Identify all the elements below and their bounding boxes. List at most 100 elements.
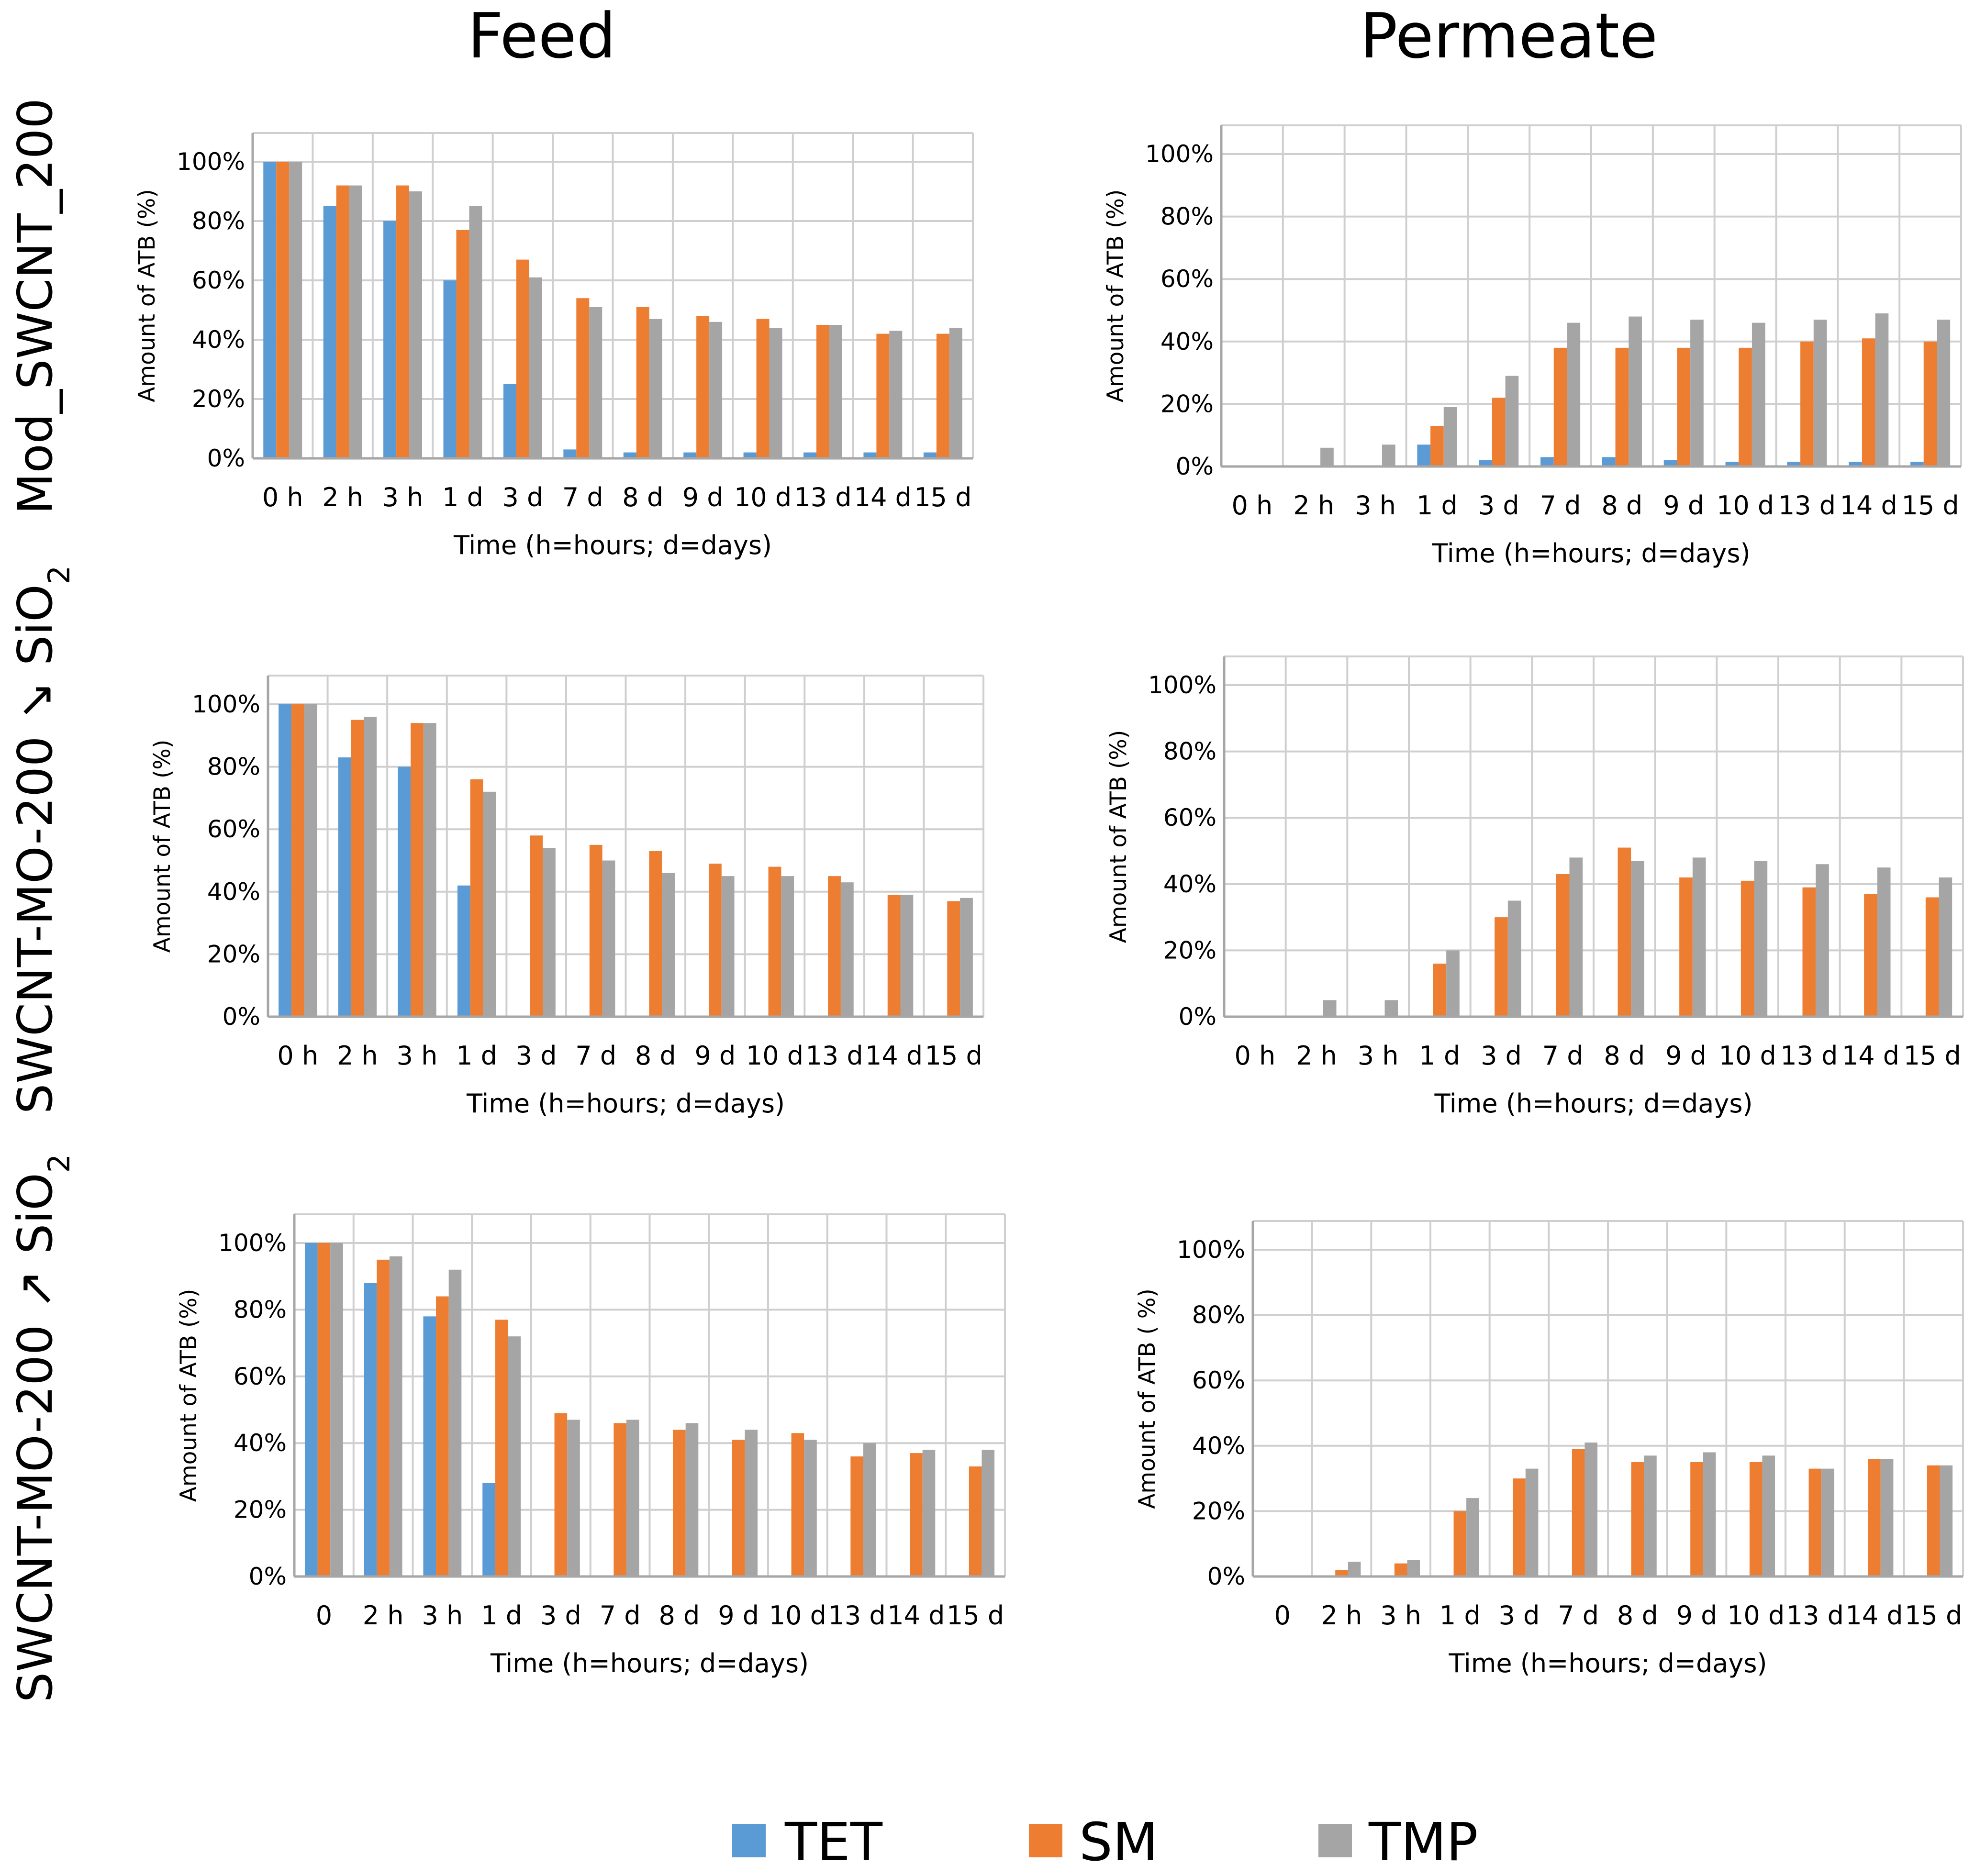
x-tick-label: 15 d [1905, 1600, 1962, 1631]
bar-tmp [889, 331, 903, 458]
x-tick-label: 9 d [1676, 1600, 1718, 1631]
bar-tet [457, 885, 470, 1017]
feed-chart-row1: 0% 20% 40% 60% 80% 100% 0 h 2 h 3 h 1 d 3 d 7 d 8 d 9… [134, 132, 974, 560]
x-tick-label: 1 d [481, 1600, 522, 1631]
x-tick-label: 15 d [914, 482, 971, 512]
bar-tmp [900, 895, 914, 1017]
bar-tmp [602, 860, 615, 1017]
bar-tmp [1505, 376, 1519, 466]
x-tick-label: 1 d [1439, 1600, 1481, 1631]
bar-sm [1925, 897, 1939, 1017]
bar-sm [1864, 894, 1877, 1017]
bar-sm [1739, 347, 1752, 466]
bar-tmp [543, 848, 556, 1017]
bar-tmp [1320, 447, 1334, 466]
y-tick-label: 40% [1160, 328, 1214, 355]
bar-tet [398, 766, 411, 1017]
bar-sm [614, 1423, 626, 1576]
bar-tmp [662, 873, 675, 1017]
bar-sm [1495, 917, 1508, 1017]
bar-tmp [1631, 861, 1644, 1017]
bar-sm [554, 1413, 568, 1576]
x-tick-label: 7 d [1558, 1600, 1599, 1631]
x-tick-label: 7 d [1540, 490, 1581, 521]
bar-tmp [289, 162, 302, 458]
bar-tmp [1348, 1562, 1361, 1576]
bar-tet [443, 280, 457, 458]
y-tick-label: 60% [207, 815, 260, 843]
bar-sm [1677, 347, 1691, 466]
x-tick-label: 10 d [746, 1041, 803, 1071]
bar-tmp [1443, 407, 1457, 466]
y-tick-label: 0% [1176, 453, 1214, 480]
x-tick-label: 13 d [1780, 1041, 1838, 1071]
bar-sm [1679, 877, 1693, 1017]
bar-tet [263, 162, 277, 458]
bar-tmp [1813, 320, 1827, 466]
y-tick-label: 20% [234, 1496, 287, 1524]
bar-sm [1430, 426, 1444, 466]
bar-tmp [589, 307, 603, 458]
row-label-mod-swcnt: Mod_SWCNT_200 [7, 98, 63, 514]
y-tick-label: 80% [207, 753, 260, 781]
x-tick-label: 9 d [682, 482, 724, 512]
x-tick-label: 3 d [502, 482, 543, 512]
bar-tmp [960, 898, 973, 1017]
x-tick-label: 9 d [1665, 1041, 1707, 1071]
bar-sm [696, 316, 710, 458]
permeate-chart-row3: 0% 20% 40% 60% 80% 100% 0 2 h 3 h 1 d 3 d 7 d 8 d 9 d… [1134, 1220, 1964, 1678]
x-tick-label: 3 h [1380, 1600, 1421, 1631]
x-tick-label: 15 d [1902, 490, 1959, 521]
bar-sm [1802, 887, 1816, 1017]
bar-tet [563, 449, 577, 458]
x-tick-label: 1 d [442, 482, 483, 512]
y-tick-label: 100% [1148, 671, 1216, 699]
x-axis-label: Time (h=hours; d=days) [1434, 1088, 1752, 1119]
bar-sm [1433, 964, 1447, 1017]
bar-sm [411, 723, 424, 1017]
feed-column-title: Feed [468, 0, 616, 72]
bar-tmp [1937, 320, 1951, 466]
x-tick-label: 7 d [600, 1600, 641, 1631]
bar-tmp [1816, 864, 1829, 1017]
bar-sm [436, 1296, 449, 1576]
bar-tet [623, 452, 636, 458]
bar-tmp [721, 876, 735, 1017]
bar-tmp [1382, 444, 1395, 466]
bar-tmp [626, 1420, 639, 1576]
bar-tmp [1821, 1468, 1834, 1576]
x-tick-label: 0 h [1232, 490, 1273, 521]
y-tick-label: 20% [207, 940, 260, 968]
x-axis-label: Time (h=hours; d=days) [490, 1648, 809, 1678]
bar-sm [816, 325, 829, 458]
bar-sm [1741, 880, 1754, 1017]
bar-tet [1663, 460, 1677, 466]
bar-sm [1394, 1563, 1407, 1576]
permeate-column-title: Permeate [1360, 0, 1658, 72]
bar-tet [923, 452, 937, 458]
y-tick-label: 80% [234, 1296, 287, 1323]
bar-tet [743, 452, 757, 458]
x-tick-label: 3 h [382, 482, 424, 512]
bar-tmp [1752, 322, 1765, 466]
row-label-subscript: 2 [42, 1154, 77, 1173]
bar-tmp [448, 1269, 462, 1576]
x-tick-label: 7 d [562, 482, 603, 512]
x-tick-label: 13 d [1778, 490, 1836, 521]
bar-tet [1540, 457, 1554, 466]
bar-tet [383, 221, 397, 458]
y-axis-label: Amount of ATB (%) [134, 189, 160, 402]
bar-tmp [781, 876, 794, 1017]
bar-sm [708, 864, 722, 1017]
x-tick-label: 2 h [322, 482, 363, 512]
bar-tet [1602, 457, 1616, 466]
bar-tmp [709, 322, 723, 458]
y-tick-label: 100% [1145, 140, 1214, 168]
y-tick-label: 0% [1207, 1563, 1245, 1590]
bar-tmp [649, 319, 662, 458]
x-tick-label: 3 d [1478, 490, 1519, 521]
x-tick-label: 8 d [622, 482, 663, 512]
x-tick-label: 2 h [337, 1041, 378, 1071]
bar-tet [803, 452, 816, 458]
bar-tmp [863, 1443, 876, 1576]
